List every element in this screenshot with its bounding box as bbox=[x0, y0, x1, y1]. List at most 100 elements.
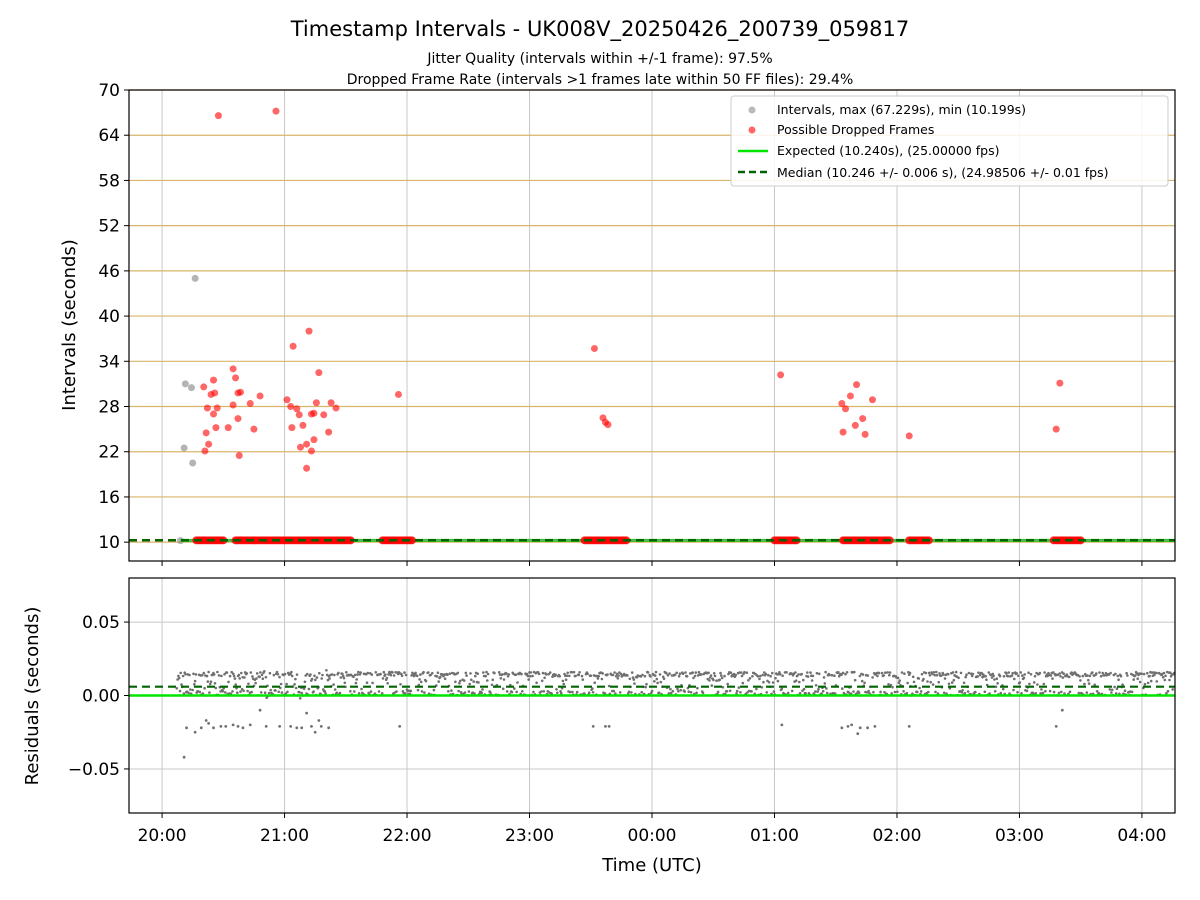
residual-point bbox=[607, 684, 611, 688]
dropped-frame-point bbox=[325, 428, 333, 436]
residual-point bbox=[937, 680, 940, 684]
residual-point bbox=[370, 673, 374, 676]
residual-point bbox=[934, 690, 937, 694]
residual-point bbox=[924, 671, 928, 675]
residual-point bbox=[990, 676, 994, 679]
residual-point bbox=[497, 671, 501, 674]
residual-point bbox=[696, 686, 699, 690]
residual-point bbox=[202, 671, 206, 675]
intervals-y-tick-label: 10 bbox=[98, 533, 120, 553]
residual-point bbox=[1166, 689, 1170, 693]
dropped-frame-point bbox=[212, 424, 220, 432]
residual-point bbox=[868, 691, 871, 695]
dropped-frame-point bbox=[315, 369, 323, 377]
residual-point bbox=[377, 690, 381, 693]
residual-point bbox=[935, 673, 939, 677]
residual-point bbox=[891, 685, 894, 689]
residual-point bbox=[751, 675, 754, 678]
residual-point bbox=[627, 690, 631, 694]
residual-point bbox=[1028, 682, 1031, 686]
residual-point bbox=[443, 677, 447, 681]
dropped-frame-point bbox=[838, 399, 846, 407]
residual-point bbox=[1078, 675, 1081, 678]
residual-point bbox=[1011, 671, 1014, 675]
residual-outlier-point bbox=[840, 726, 844, 730]
residual-point bbox=[515, 690, 518, 694]
residual-point bbox=[489, 691, 492, 694]
residual-point bbox=[1171, 688, 1174, 691]
residual-point bbox=[1114, 692, 1118, 695]
residual-point bbox=[474, 674, 477, 678]
residual-point bbox=[1107, 673, 1111, 676]
residual-point bbox=[470, 678, 473, 682]
x-tick-label: 22:00 bbox=[383, 826, 432, 846]
residual-point bbox=[1019, 671, 1022, 674]
residual-point bbox=[662, 677, 666, 681]
residual-point bbox=[200, 673, 204, 677]
residual-point bbox=[915, 690, 919, 694]
residual-point bbox=[896, 676, 900, 680]
residual-point bbox=[558, 674, 561, 678]
residual-point bbox=[764, 672, 768, 676]
intervals-marks bbox=[129, 107, 1175, 545]
residual-point bbox=[853, 670, 856, 674]
residual-point bbox=[1161, 675, 1165, 679]
residual-point bbox=[992, 674, 995, 678]
residual-outlier-point bbox=[182, 755, 186, 759]
dropped-frame-point bbox=[394, 390, 402, 398]
intervals-y-tick-label: 34 bbox=[98, 352, 120, 372]
residual-point bbox=[568, 690, 572, 694]
residual-point bbox=[448, 672, 452, 675]
residual-point bbox=[177, 674, 180, 678]
residual-point bbox=[919, 690, 923, 693]
residual-point bbox=[720, 676, 724, 680]
residual-point bbox=[307, 687, 311, 691]
residual-point bbox=[1002, 675, 1006, 678]
residual-point bbox=[249, 671, 253, 674]
residual-point bbox=[188, 673, 191, 677]
residual-outlier-point bbox=[313, 730, 317, 734]
residuals-y-axis-label: Residuals (seconds) bbox=[22, 607, 43, 786]
residual-point bbox=[277, 690, 281, 694]
residual-point bbox=[804, 692, 807, 695]
dropped-frame-point bbox=[327, 399, 335, 407]
dropped-frame-point bbox=[203, 404, 211, 412]
residual-point bbox=[963, 691, 967, 695]
residual-point bbox=[216, 670, 219, 674]
residual-point bbox=[510, 690, 514, 694]
residual-point bbox=[893, 690, 897, 694]
residual-point bbox=[187, 691, 190, 695]
residual-point bbox=[481, 688, 484, 691]
residual-point bbox=[290, 674, 294, 678]
residual-point bbox=[611, 673, 615, 677]
residual-point bbox=[697, 670, 701, 674]
residual-point bbox=[238, 677, 241, 680]
residual-point bbox=[382, 670, 386, 674]
residual-point bbox=[339, 676, 343, 679]
chart-legend: Intervals, max (67.229s), min (10.199s) … bbox=[730, 95, 1169, 187]
residual-point bbox=[847, 691, 850, 694]
dropped-frame-point bbox=[312, 399, 320, 407]
residual-point bbox=[942, 691, 946, 695]
residual-point bbox=[795, 674, 799, 678]
residual-point bbox=[748, 677, 752, 680]
residual-point bbox=[912, 680, 916, 684]
dropped-frame-point bbox=[777, 371, 785, 379]
residual-point bbox=[976, 675, 979, 678]
residual-point bbox=[507, 673, 511, 676]
residual-outlier-point bbox=[295, 726, 299, 730]
residual-point bbox=[276, 673, 280, 676]
residual-point bbox=[833, 674, 836, 677]
residual-point bbox=[947, 682, 951, 686]
dropped-frame-point bbox=[303, 440, 311, 448]
dropped-frame-point bbox=[229, 365, 237, 373]
residual-point bbox=[280, 691, 284, 694]
residual-point bbox=[750, 690, 753, 693]
residual-point bbox=[811, 674, 815, 678]
residual-point bbox=[772, 690, 776, 693]
residual-point bbox=[669, 687, 672, 691]
residual-point bbox=[469, 672, 472, 675]
residual-point bbox=[879, 690, 882, 694]
residual-point bbox=[728, 689, 732, 693]
residual-point bbox=[1149, 679, 1153, 683]
